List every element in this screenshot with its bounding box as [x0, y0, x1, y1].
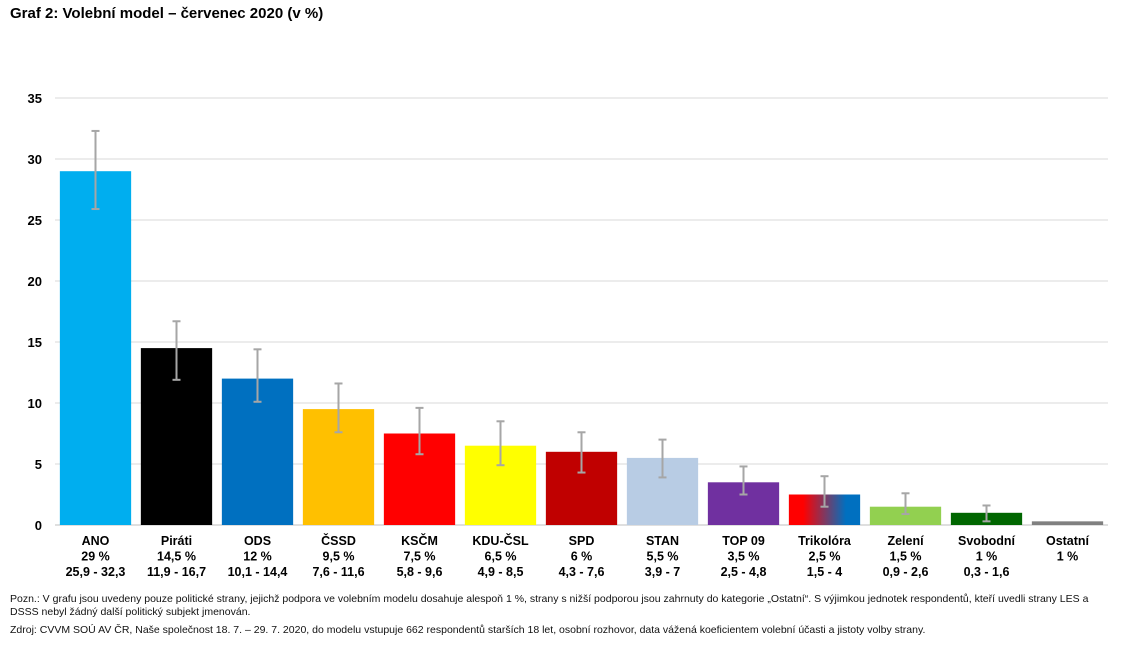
value-label: 9,5 % [323, 550, 355, 564]
value-label: 14,5 % [157, 550, 196, 564]
value-label: 1,5 % [890, 550, 922, 564]
category-label: KDU-ČSL [472, 533, 529, 548]
error-bar [334, 382, 343, 434]
interval-label: 7,6 - 11,6 [312, 565, 364, 579]
bar-ano [59, 171, 132, 525]
error-bar [982, 504, 991, 523]
category-label: Ostatní [1046, 534, 1090, 548]
interval-label: 2,5 - 4,8 [721, 565, 767, 579]
error-bar [739, 465, 748, 496]
bar-ods [221, 378, 294, 525]
y-tick-label: 0 [35, 518, 42, 533]
y-tick-label: 20 [28, 274, 42, 289]
value-label: 29 % [81, 550, 110, 564]
value-label: 6 % [571, 550, 593, 564]
interval-label: 1,5 - 4 [807, 565, 842, 579]
value-label: 6,5 % [485, 550, 517, 564]
y-tick-label: 15 [28, 335, 42, 350]
value-label: 2,5 % [809, 550, 841, 564]
y-tick-label: 35 [28, 91, 42, 106]
chart-title: Graf 2: Volební model – červenec 2020 (v… [10, 5, 324, 22]
category-label: STAN [646, 534, 679, 548]
y-tick-label: 5 [35, 457, 42, 472]
error-bar [415, 406, 424, 456]
error-bar [820, 475, 829, 508]
interval-label: 4,9 - 8,5 [478, 565, 524, 579]
category-label: Zelení [887, 534, 924, 548]
interval-label: 5,8 - 9,6 [397, 565, 443, 579]
value-label: 1 % [1057, 550, 1079, 564]
category-label: ODS [244, 534, 271, 548]
interval-label: 3,9 - 7 [645, 565, 680, 579]
value-label: 3,5 % [728, 550, 760, 564]
interval-label: 10,1 - 14,4 [228, 565, 288, 579]
y-tick-label: 30 [28, 152, 42, 167]
category-label: Trikolóra [798, 534, 852, 548]
category-label: ČSSD [321, 533, 356, 548]
interval-label: 25,9 - 32,3 [66, 565, 126, 579]
category-label: Svobodní [958, 534, 1015, 548]
bar-zelen- [869, 506, 942, 525]
bar-chart: 0 5 10 15 20 25 30 35 ANO 29 %25,9 - 32,3 Piráti 1… [28, 91, 1108, 579]
category-label: ANO [82, 534, 110, 548]
value-label: 1 % [976, 550, 998, 564]
category-label: KSČM [401, 533, 438, 548]
error-bar [172, 320, 181, 381]
category-label: SPD [569, 534, 595, 548]
chart-source: Zdroj: CVVM SOÚ AV ČR, Naše společnost 1… [10, 624, 926, 636]
interval-label: 11,9 - 16,7 [147, 565, 206, 579]
error-bar [901, 492, 910, 516]
interval-label: 0,9 - 2,6 [883, 565, 929, 579]
error-bar [253, 348, 262, 403]
y-tick-label: 25 [28, 213, 42, 228]
interval-label: 4,3 - 7,6 [559, 565, 605, 579]
category-label: Piráti [161, 534, 192, 548]
error-bar [658, 438, 667, 479]
error-bar [577, 431, 586, 474]
chart-footnote: Pozn.: V grafu jsou uvedeny pouze politi… [10, 593, 1089, 618]
value-label: 12 % [243, 550, 272, 564]
error-bar [496, 420, 505, 467]
value-label: 7,5 % [404, 550, 436, 564]
error-bar [91, 129, 100, 211]
value-label: 5,5 % [647, 550, 679, 564]
y-tick-label: 10 [28, 396, 42, 411]
interval-label: 0,3 - 1,6 [964, 565, 1010, 579]
bar-ostatn- [1031, 521, 1104, 525]
category-label: TOP 09 [722, 534, 765, 548]
